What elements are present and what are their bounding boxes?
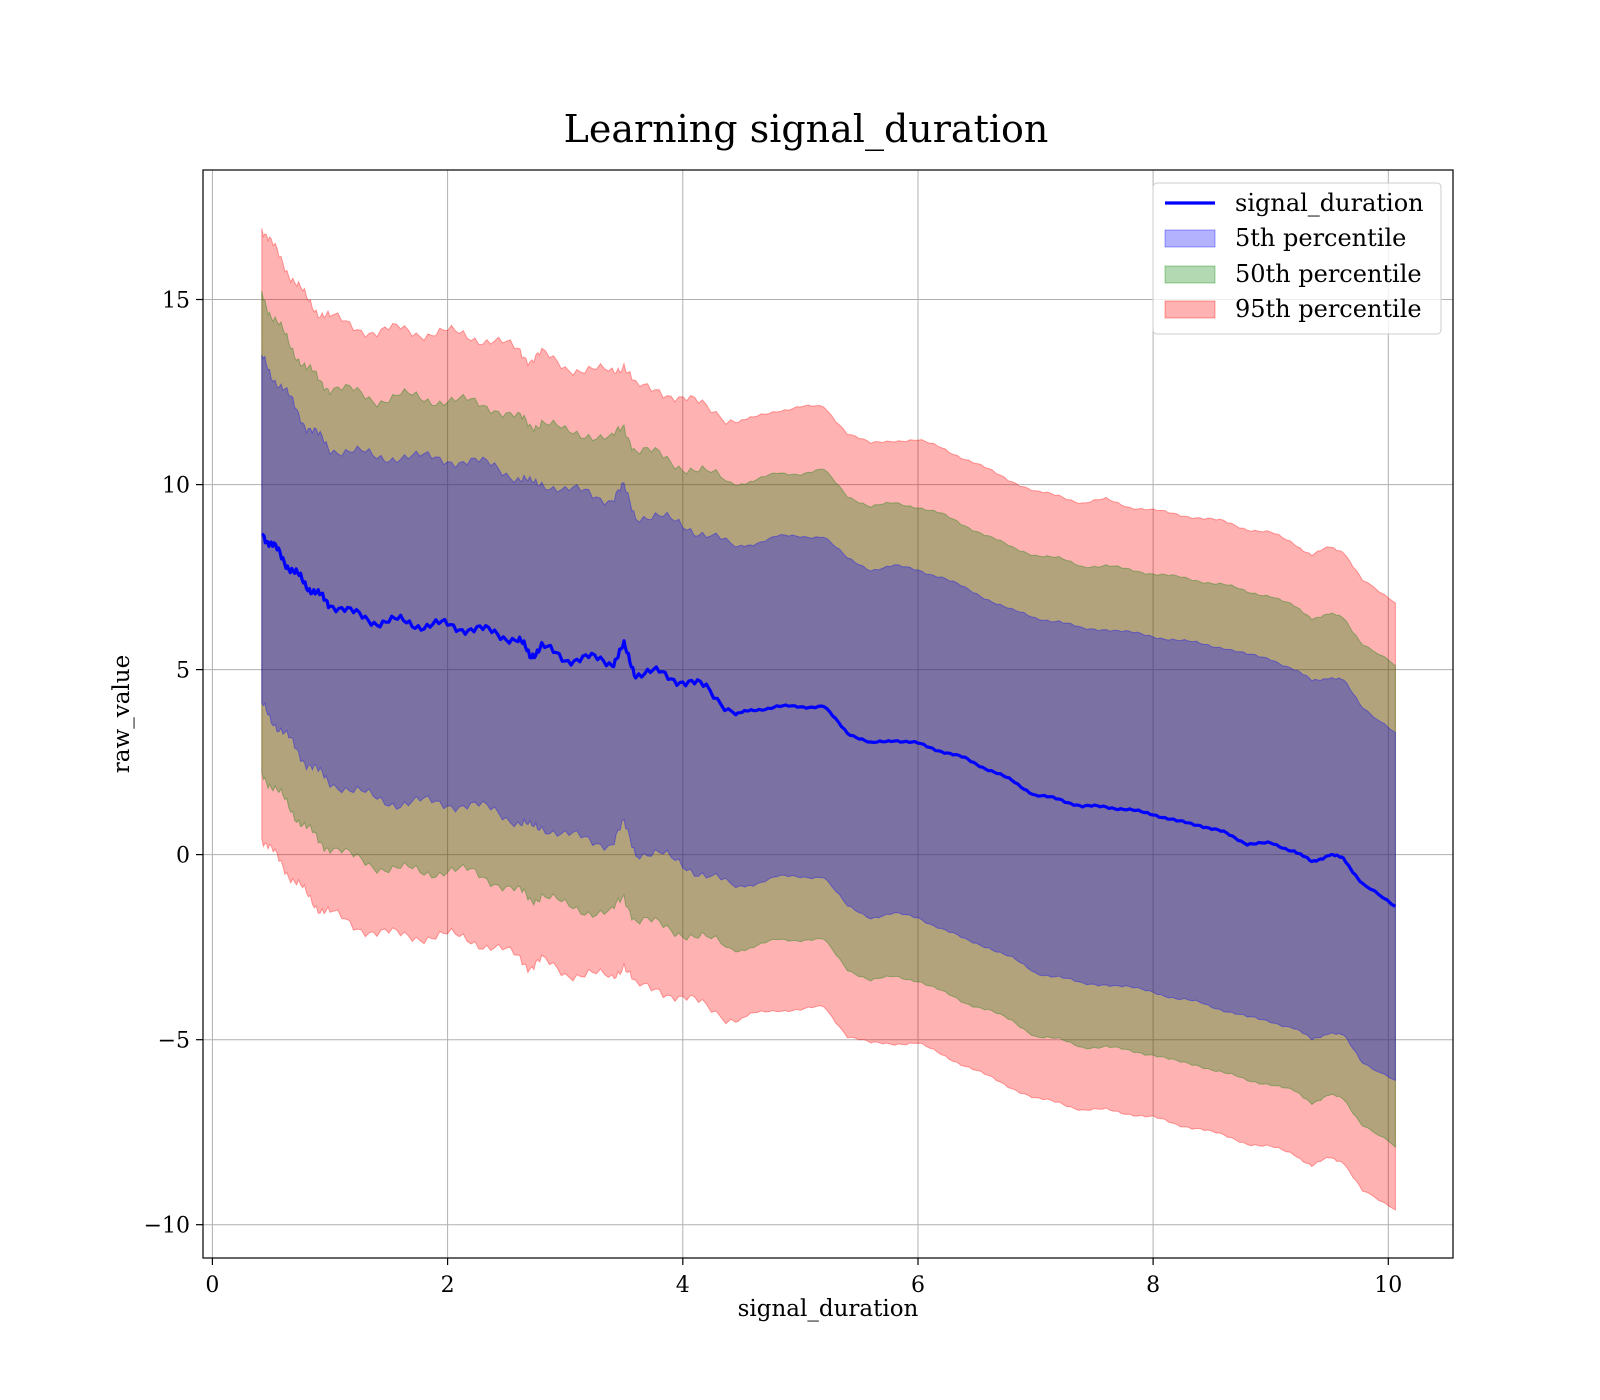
y-tick-label: 5 [176,659,190,684]
x-tick-label: 2 [441,1273,455,1298]
x-tick-label: 6 [911,1273,925,1298]
line-series [261,532,1397,908]
legend-patch-swatch [1164,300,1216,319]
band-95th-percentile [261,228,1396,1211]
band-50th-percentile [261,290,1396,1149]
y-tick-label: −10 [144,1214,190,1239]
legend-label: signal_duration [1235,189,1424,217]
percentile-bands [261,228,1396,1211]
grid [203,170,1453,1258]
y-tick-label: 0 [176,844,190,869]
x-tick-label: 10 [1374,1273,1402,1298]
x-tick-label: 0 [205,1273,219,1298]
y-tick-label: −5 [158,1029,190,1054]
legend-patch-swatch [1164,265,1216,284]
legend-label: 50th percentile [1235,260,1422,288]
x-tick-label: 8 [1146,1273,1160,1298]
chart-title: Learning signal_duration [564,107,1049,152]
legend-label: 5th percentile [1235,224,1406,252]
series-line-signal-duration [261,532,1397,908]
legend: signal_duration 5th percentile 50th percen… [1152,182,1442,335]
y-axis-label: raw_value [109,655,135,773]
legend-frame [1152,182,1442,335]
x-tick-label: 4 [676,1273,690,1298]
legend-patch-swatch [1164,229,1216,248]
y-tick-label: 10 [162,474,190,499]
y-tick-label: 15 [162,289,190,314]
axis-ticks: 0 2 4 6 8 10 −10 −5 0 5 10 15 [144,289,1403,1299]
band-5th-percentile [261,354,1396,1082]
x-axis-label: signal_duration [738,1296,919,1322]
legend-label: 95th percentile [1235,295,1422,323]
plot-frame [202,169,1454,1259]
